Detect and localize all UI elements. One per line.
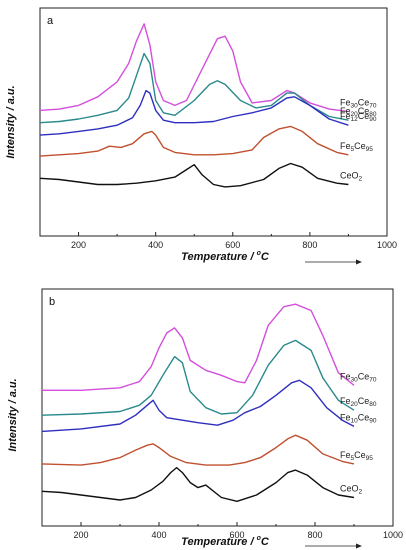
series-line-Fe10Ce90 bbox=[41, 379, 355, 433]
series-label-Fe30Ce70: Fe30Ce70 bbox=[340, 371, 377, 383]
series-line-Fe20Ce80 bbox=[41, 339, 355, 416]
series-label-part: CeO bbox=[340, 170, 359, 180]
series-label-sub: 95 bbox=[366, 146, 374, 153]
series-label-sub: 80 bbox=[369, 401, 377, 408]
series-label-sub: 20 bbox=[351, 111, 359, 118]
series-label-part: Fe bbox=[340, 412, 351, 422]
series-label-sub: 90 bbox=[369, 116, 377, 123]
series-label-part: Fe bbox=[340, 141, 351, 151]
y-axis-label: Intensity / a.u. bbox=[5, 85, 17, 158]
series-label-part: Ce bbox=[354, 450, 366, 460]
series-label-CeO2: CeO2 bbox=[340, 170, 363, 182]
series-label-Fe12Ce90: Fe12Ce90 bbox=[340, 111, 377, 123]
series-label-part: CeO bbox=[340, 484, 359, 494]
series-label-Fe20Ce80: Fe20Ce80 bbox=[340, 106, 377, 118]
series-line-Fe30Ce70 bbox=[42, 303, 355, 391]
series-label-part: Ce bbox=[358, 106, 370, 116]
x-tick-label: 400 bbox=[151, 530, 166, 540]
x-axis-label: Temperature / oC bbox=[181, 250, 270, 263]
chart-panel-b: 200 400 600 800 1000bFe30Ce70Fe20Ce80Fe10Ce9… bbox=[7, 288, 403, 549]
series-label-sub: 2 bbox=[359, 175, 363, 182]
plot-frame bbox=[41, 288, 394, 527]
series-label-sub: 70 bbox=[369, 376, 377, 383]
x-tick-label: 1000 bbox=[383, 530, 403, 540]
series-label-sub: 30 bbox=[351, 103, 359, 110]
series-label-sub: 90 bbox=[369, 417, 377, 424]
x-tick-label: 200 bbox=[73, 530, 88, 540]
series-label-sub: 2 bbox=[359, 489, 363, 496]
series-label-part: Ce bbox=[354, 141, 366, 151]
series-label-sub: 95 bbox=[366, 455, 374, 462]
series-label-Fe5Ce95: Fe5Ce95 bbox=[340, 141, 373, 153]
x-tick-label: 400 bbox=[148, 240, 163, 250]
x-direction-arrow-head bbox=[356, 259, 362, 265]
series-label-sub: 80 bbox=[369, 111, 377, 118]
series-label-Fe30Ce70: Fe30Ce70 bbox=[340, 98, 377, 110]
x-axis-label-text: Temperature / bbox=[181, 536, 256, 548]
panel-label: b bbox=[49, 296, 55, 308]
series-label-part: Ce bbox=[358, 412, 370, 422]
series-label-part: Fe bbox=[340, 396, 351, 406]
series-label-part: Fe bbox=[340, 371, 351, 381]
series-line-Fe5Ce95 bbox=[39, 125, 349, 157]
series-line-Fe30Ce70 bbox=[39, 23, 349, 113]
series-label-Fe5Ce95: Fe5Ce95 bbox=[340, 450, 373, 462]
x-tick-label: 200 bbox=[71, 240, 86, 250]
series-label-sub: 20 bbox=[351, 401, 359, 408]
series-line-Fe20Ce80 bbox=[39, 52, 349, 124]
series-label-sub: 30 bbox=[351, 376, 359, 383]
series-label-part: Ce bbox=[358, 396, 370, 406]
series-label-sub: 10 bbox=[351, 417, 359, 424]
series-label-part: Fe bbox=[340, 98, 351, 108]
series-label-part: Fe bbox=[340, 450, 351, 460]
series-label-part: Fe bbox=[340, 111, 351, 121]
series-label-CeO2: CeO2 bbox=[340, 484, 363, 496]
x-direction-arrow-head bbox=[356, 543, 362, 549]
series-line-CeO2 bbox=[41, 466, 355, 502]
chart-panel-a: 200 400 600 800 1000aFe30Ce70Fe20Ce80Fe12Ce9… bbox=[5, 7, 397, 265]
series-label-Fe20Ce80: Fe20Ce80 bbox=[340, 396, 377, 408]
series-label-part: Fe bbox=[340, 106, 351, 116]
series-line-Fe12Ce90 bbox=[39, 89, 349, 136]
panel-label: a bbox=[47, 15, 54, 27]
x-tick-label: 800 bbox=[302, 240, 317, 250]
series-label-Fe10Ce90: Fe10Ce90 bbox=[340, 412, 377, 424]
x-axis-label: Temperature / oC bbox=[181, 535, 270, 548]
series-label-sub: 5 bbox=[351, 455, 355, 462]
series-label-sub: 5 bbox=[351, 146, 355, 153]
x-axis-label-unit: C bbox=[261, 251, 270, 263]
series-label-part: Ce bbox=[358, 371, 370, 381]
y-axis-label: Intensity / a.u. bbox=[7, 378, 19, 451]
series-label-sub: 70 bbox=[369, 103, 377, 110]
x-axis-label-unit: C bbox=[261, 536, 270, 548]
x-tick-label: 600 bbox=[229, 530, 244, 540]
x-tick-label: 800 bbox=[307, 530, 322, 540]
x-axis-label-text: Temperature / bbox=[181, 251, 256, 263]
series-line-Fe5Ce95 bbox=[41, 434, 355, 466]
series-label-part: Ce bbox=[358, 111, 370, 121]
x-tick-label: 1000 bbox=[377, 240, 397, 250]
degree-mark: o bbox=[257, 250, 262, 257]
degree-mark: o bbox=[257, 535, 262, 542]
series-label-part: Ce bbox=[358, 98, 370, 108]
series-label-sub: 12 bbox=[351, 116, 359, 123]
series-line-CeO2 bbox=[39, 162, 349, 188]
x-tick-label: 600 bbox=[225, 240, 240, 250]
